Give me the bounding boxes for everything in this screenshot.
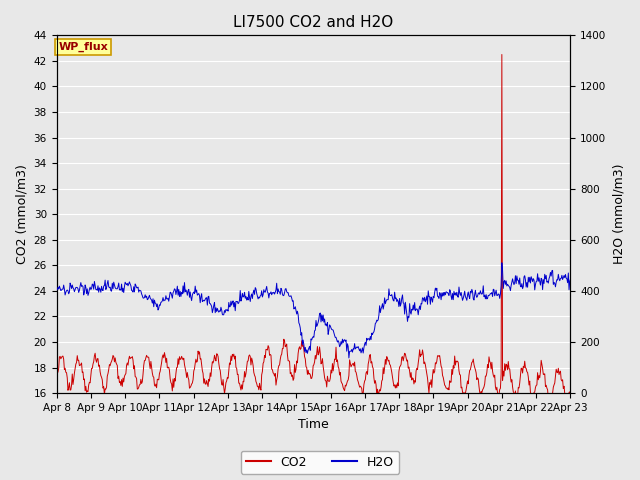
Title: LI7500 CO2 and H2O: LI7500 CO2 and H2O: [234, 15, 394, 30]
Y-axis label: CO2 (mmol/m3): CO2 (mmol/m3): [15, 164, 28, 264]
X-axis label: Time: Time: [298, 419, 329, 432]
Text: WP_flux: WP_flux: [58, 42, 108, 52]
Legend: CO2, H2O: CO2, H2O: [241, 451, 399, 474]
Y-axis label: H2O (mmol/m3): H2O (mmol/m3): [612, 164, 625, 264]
